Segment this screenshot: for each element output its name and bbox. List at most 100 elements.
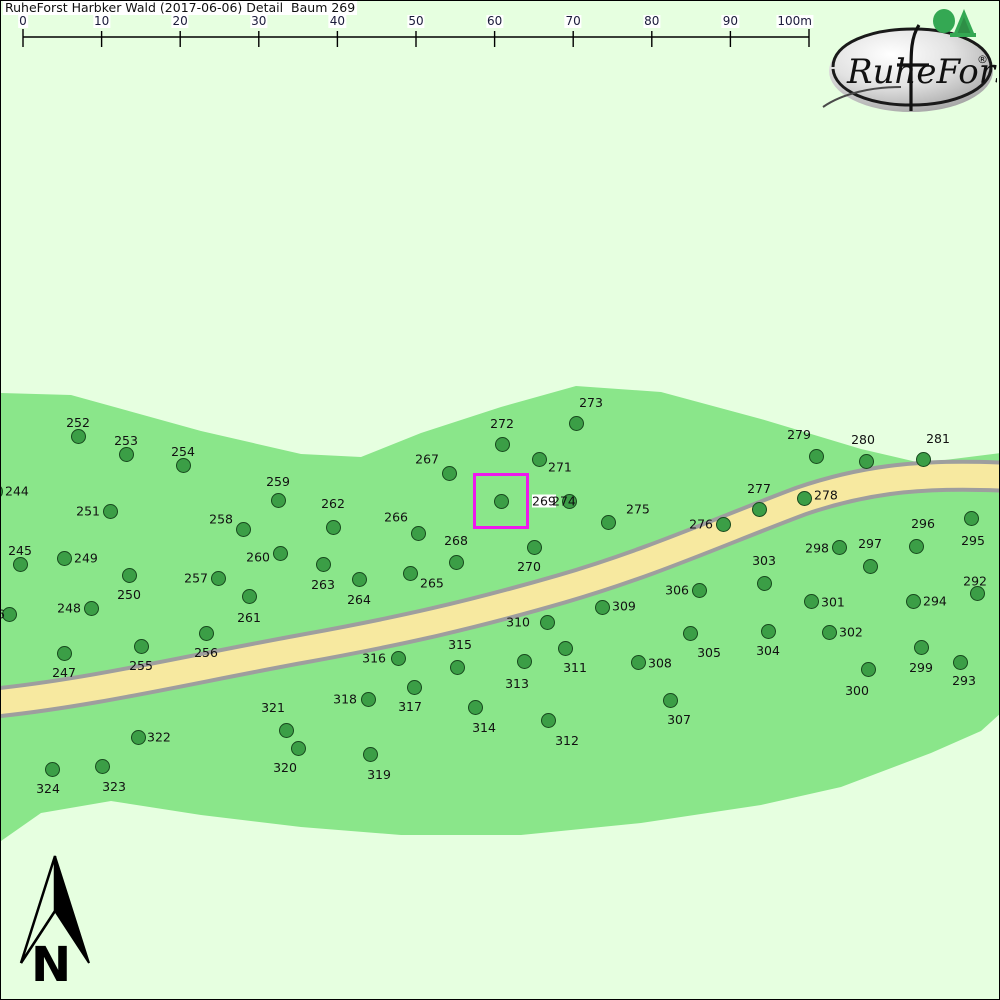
tree-marker-303[interactable] (756, 575, 772, 591)
tree-marker-324[interactable] (44, 761, 60, 777)
tree-marker-264[interactable] (351, 571, 367, 587)
tree-marker-323[interactable] (94, 758, 110, 774)
tree-marker-322[interactable] (130, 729, 146, 745)
tree-marker-298[interactable] (831, 539, 847, 555)
north-arrow-right-half (54, 855, 90, 964)
tree-label-254: 254 (171, 444, 195, 459)
tree-marker-280[interactable] (858, 453, 874, 469)
tree-marker-273[interactable] (568, 415, 584, 431)
logo-ground (950, 33, 976, 37)
tree-label-317: 317 (398, 699, 422, 714)
tree-marker-278[interactable] (796, 490, 812, 506)
tree-marker-258[interactable] (235, 521, 251, 537)
tree-label-275: 275 (626, 501, 650, 517)
tree-marker-321[interactable] (278, 722, 294, 738)
tree-marker-246[interactable] (1, 606, 17, 622)
north-arrow-base-line (19, 910, 57, 964)
tree-label-302: 302 (839, 624, 863, 640)
tree-label-303: 303 (752, 553, 776, 568)
tree-label-251: 251 (76, 503, 100, 519)
tree-label-272: 272 (490, 416, 514, 431)
tree-label-311: 311 (563, 660, 587, 675)
tree-marker-300[interactable] (860, 661, 876, 677)
tree-marker-277[interactable] (751, 501, 767, 517)
scale-tick-label-90: 90 (721, 14, 740, 28)
tree-marker-266[interactable] (410, 525, 426, 541)
tree-label-279: 279 (787, 427, 811, 442)
tree-marker-302[interactable] (821, 624, 837, 640)
tree-marker-297[interactable] (862, 558, 878, 574)
tree-marker-310[interactable] (539, 614, 555, 630)
tree-marker-319[interactable] (362, 746, 378, 762)
tree-marker-299[interactable] (913, 639, 929, 655)
tree-marker-314[interactable] (467, 699, 483, 715)
tree-marker-267[interactable] (441, 465, 457, 481)
tree-marker-296[interactable] (908, 538, 924, 554)
scale-tick-label-0: 0 (18, 14, 28, 28)
tree-marker-275[interactable] (600, 514, 616, 530)
tree-marker-281[interactable] (915, 451, 931, 467)
tree-marker-259[interactable] (270, 492, 286, 508)
tree-marker-312[interactable] (540, 712, 556, 728)
tree-marker-248[interactable] (83, 600, 99, 616)
tree-marker-315[interactable] (449, 659, 465, 675)
tree-label-306: 306 (665, 582, 689, 598)
tree-marker-306[interactable] (691, 582, 707, 598)
logo-tail-swoosh (822, 86, 902, 108)
tree-marker-257[interactable] (210, 570, 226, 586)
tree-marker-269[interactable] (493, 493, 509, 509)
tree-marker-279[interactable] (808, 448, 824, 464)
tree-label-267: 267 (415, 451, 439, 467)
tree-marker-318[interactable] (360, 691, 376, 707)
tree-label-278: 278 (814, 487, 838, 503)
tree-marker-305[interactable] (682, 625, 698, 641)
tree-marker-268[interactable] (448, 554, 464, 570)
tree-label-252: 252 (66, 415, 90, 430)
tree-label-246: 246 (1, 608, 5, 621)
tree-marker-254[interactable] (175, 457, 191, 473)
tree-marker-251[interactable] (102, 503, 118, 519)
tree-label-268: 268 (444, 533, 468, 548)
tree-marker-317[interactable] (406, 679, 422, 695)
tree-marker-261[interactable] (241, 588, 257, 604)
selected-tree-highlight-box[interactable] (473, 473, 529, 529)
tree-marker-292[interactable] (969, 585, 985, 601)
tree-marker-252[interactable] (70, 428, 86, 444)
tree-marker-250[interactable] (121, 567, 137, 583)
tree-marker-307[interactable] (662, 692, 678, 708)
logo-wordmark: RuheForst (846, 52, 997, 92)
tree-marker-274[interactable] (561, 493, 577, 509)
tree-marker-301[interactable] (803, 593, 819, 609)
tree-marker-265[interactable] (402, 565, 418, 581)
tree-label-321: 321 (261, 700, 285, 715)
tree-marker-272[interactable] (494, 436, 510, 452)
tree-marker-247[interactable] (56, 645, 72, 661)
tree-marker-293[interactable] (952, 654, 968, 670)
tree-marker-263[interactable] (315, 556, 331, 572)
scale-tick-label-10: 10 (92, 14, 111, 28)
tree-label-316: 316 (362, 650, 386, 666)
tree-marker-260[interactable] (272, 545, 288, 561)
tree-marker-271[interactable] (531, 451, 547, 467)
tree-marker-276[interactable] (715, 516, 731, 532)
tree-marker-304[interactable] (760, 623, 776, 639)
tree-marker-311[interactable] (557, 640, 573, 656)
tree-marker-270[interactable] (526, 539, 542, 555)
tree-marker-294[interactable] (905, 593, 921, 609)
scale-tick-label-70: 70 (564, 14, 582, 28)
tree-marker-308[interactable] (630, 654, 646, 670)
scale-tick-label-20: 20 (171, 14, 189, 28)
scale-bar-graphic (22, 29, 810, 47)
tree-marker-309[interactable] (594, 599, 610, 615)
tree-marker-253[interactable] (118, 446, 134, 462)
tree-marker-262[interactable] (325, 519, 341, 535)
tree-marker-320[interactable] (290, 740, 306, 756)
tree-marker-316[interactable] (390, 650, 406, 666)
tree-marker-255[interactable] (133, 638, 149, 654)
tree-marker-295[interactable] (963, 510, 979, 526)
tree-marker-256[interactable] (198, 625, 214, 641)
tree-marker-245[interactable] (12, 556, 28, 572)
tree-label-266: 266 (384, 509, 408, 525)
tree-marker-313[interactable] (516, 653, 532, 669)
tree-marker-249[interactable] (56, 550, 72, 566)
